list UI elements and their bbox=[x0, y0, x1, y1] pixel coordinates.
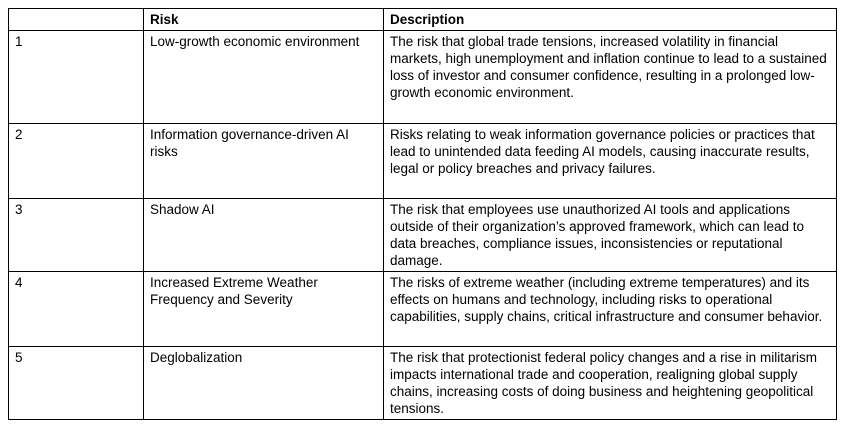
header-cell-risk: Risk bbox=[143, 8, 384, 31]
risk-description-cell: Risks relating to weak information gover… bbox=[383, 123, 837, 199]
risk-name-cell: Deglobalization bbox=[143, 346, 384, 420]
risk-name-cell: Information governance-driven AI risks bbox=[143, 123, 384, 199]
risk-description-cell: The risks of extreme weather (including … bbox=[383, 271, 837, 347]
table-row: 1 Low-growth economic environment The risk… bbox=[8, 30, 837, 124]
row-number-cell: 1 bbox=[8, 30, 144, 124]
risk-table-body: 1 Low-growth economic environment The risk… bbox=[8, 30, 837, 420]
risk-name-cell: Low-growth economic environment bbox=[143, 30, 384, 124]
risk-name-cell: Increased Extreme Weather Frequency and … bbox=[143, 271, 384, 347]
risk-description-cell: The risk that global trade tensions, inc… bbox=[383, 30, 837, 124]
table-row: 5 Deglobalization The risk that protection… bbox=[8, 346, 837, 420]
table-row: 2 Information governance-driven AI risks R… bbox=[8, 123, 837, 199]
risk-description-cell: The risk that protectionist federal poli… bbox=[383, 346, 837, 420]
row-number-cell: 3 bbox=[8, 198, 144, 272]
row-number-cell: 5 bbox=[8, 346, 144, 420]
risk-description-cell: The risk that employees use unauthorized… bbox=[383, 198, 837, 272]
table-row: 3 Shadow AI The risk that employees use un… bbox=[8, 198, 837, 272]
row-number-cell: 4 bbox=[8, 271, 144, 347]
risk-table-header: Risk Description bbox=[8, 8, 837, 31]
header-cell-description: Description bbox=[383, 8, 837, 31]
header-cell-number bbox=[8, 8, 144, 31]
risk-table: Risk Description 1 Low-growth economic en… bbox=[8, 8, 837, 420]
row-number-cell: 2 bbox=[8, 123, 144, 199]
risk-name-cell: Shadow AI bbox=[143, 198, 384, 272]
table-row: 4 Increased Extreme Weather Frequency and… bbox=[8, 271, 837, 347]
header-row: Risk Description bbox=[8, 8, 837, 31]
